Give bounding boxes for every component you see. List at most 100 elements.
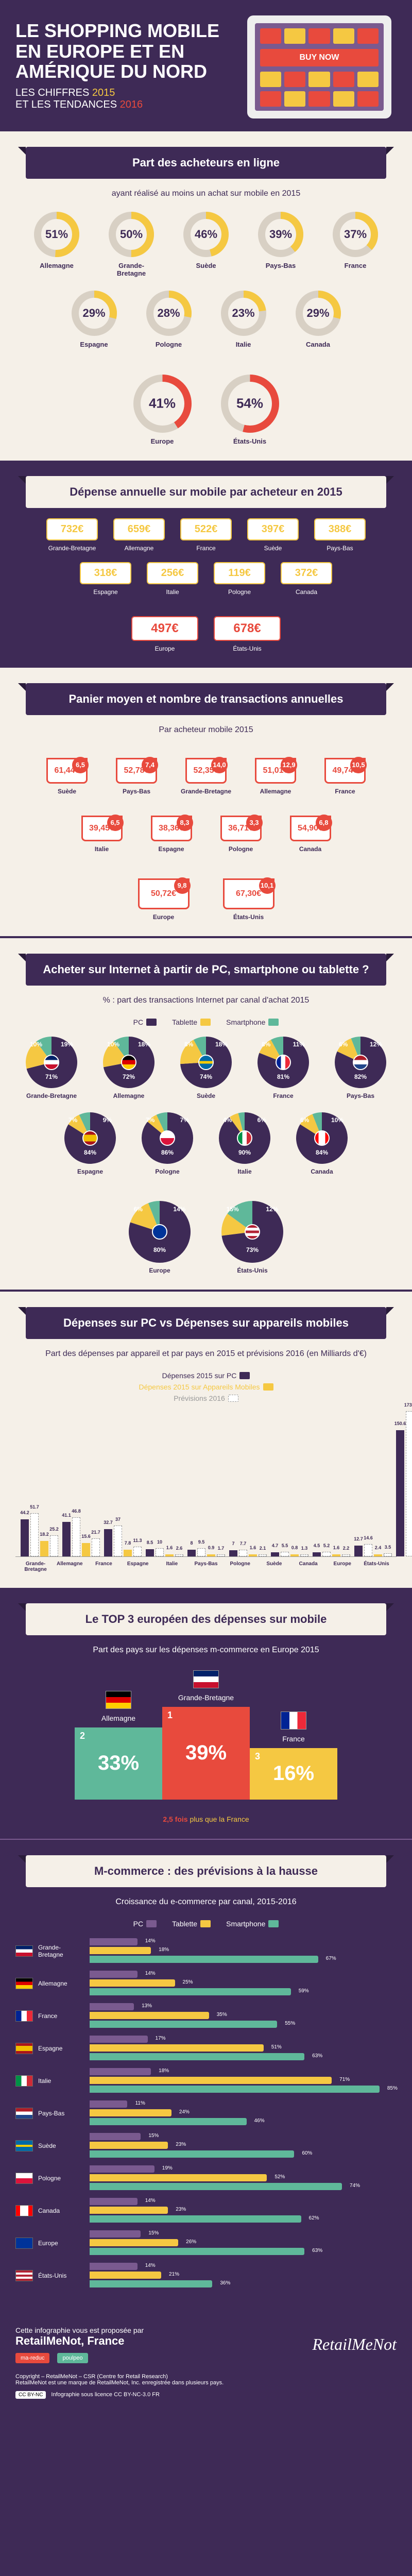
bar-pc: 12.7 [354,1546,363,1556]
growth-row: Canada 14% 23% 62% [15,2198,397,2224]
region-label: Europe [129,437,196,445]
donut-value: 37% [344,228,367,241]
bar-mobile-forecast: 3.5 [384,1553,392,1556]
country-label: Pays-Bas [38,2110,84,2117]
cart-tx-badge: 3,3 [246,815,263,831]
donut-value: 29% [306,307,329,320]
podium-country: France [250,1735,337,1743]
pie-pct-tab: 11% [293,1041,305,1048]
pie-pct-tab: 18% [138,1041,150,1048]
country-label: Canada [38,2207,84,2214]
growth-bar-pc: 19% [90,2165,154,2173]
podium: Allemagne 233% Grande-Bretagne 139% Fran… [15,1670,397,1800]
pie-pct-pc: 72% [123,1073,135,1080]
country-label: Suède [39,788,95,795]
spend-value: 119€ [228,567,250,579]
cart-tx-badge: 6,8 [316,815,332,831]
cart-item: 51,01€12,9Allemagne [247,748,304,795]
country-label: Espagne [59,1168,121,1175]
donut-item-big: 54%États-Unis [216,374,283,445]
flag-icon [15,2270,33,2281]
growth-bar-pc: 14% [90,1971,138,1978]
donut-value: 50% [120,228,143,241]
country-label: Allemagne [98,1092,160,1099]
legend: PC Tablette Smartphone [15,1920,397,1928]
logo-mareduc: ma-reduc [15,2353,49,2363]
growth-bar-tablet: 26% [90,2239,178,2246]
flag-icon [15,2205,33,2216]
spend-item-big: 497€Europe [131,616,198,652]
podium-box: 139% [162,1707,250,1800]
bar-label: États-Unis [362,1561,391,1572]
section-banner: Panier moyen et nombre de transactions a… [26,683,386,715]
growth-bar-pc: 14% [90,2263,138,2270]
growth-bar-pc: 13% [90,2003,134,2010]
growth-row: Suède 15% 23% 60% [15,2133,397,2159]
spend-value: 397€ [262,523,285,535]
donut-value: 51% [45,228,68,241]
donut-value: 23% [232,307,254,320]
pie-pct-pc: 86% [161,1149,174,1156]
country-label: Allemagne [38,1980,84,1987]
bar-group: 8.5 10 1.6 2.6 [146,1413,183,1556]
donut-value: 46% [195,228,217,241]
bar-pc-forecast: 7.7 [239,1550,247,1556]
footer-brand: RetailMeNot, France [15,2334,144,2348]
buy-now-label: BUY NOW [260,49,379,66]
bar-group: 12.7 14.6 2.4 3.5 [354,1413,392,1556]
pie-pct-tab: 14% [173,1206,185,1213]
bar-mobile-forecast: 11.3 [133,1547,142,1556]
country-label: Pays-Bas [314,545,366,552]
growth-grid: Grande-Bretagne 14% 18% 67% Allemagne 14… [15,1938,397,2289]
growth-bar-pc: 14% [90,2198,138,2205]
pie-pct-tab: 9% [103,1116,112,1124]
podium-country: Allemagne [75,1714,162,1722]
country-label: Italie [147,588,198,596]
main-title: LE SHOPPING MOBILE EN EUROPE ET EN AMÉRI… [15,21,247,82]
pie-pct-sm: 6% [339,1041,348,1048]
growth-bar-tablet: 52% [90,2174,267,2181]
country-label: Italie [38,2077,84,2084]
growth-row: Pays-Bas 11% 24% 46% [15,2100,397,2127]
pie-pct-sm: 10% [107,1041,119,1048]
cart-tx-badge: 14,0 [211,757,228,773]
spend-value: 732€ [61,523,84,535]
country-label: États-Unis [214,1267,291,1274]
growth-bar-smartphone: 67% [90,1956,318,1963]
country-label: Canada [291,341,345,348]
country-label: Pologne [214,588,265,596]
country-label: Europe [38,2240,84,2247]
spend-grid: 732€Grande-Bretagne659€Allemagne522€Fran… [15,518,397,652]
country-label: Pologne [38,2175,84,2182]
country-label: Pologne [142,341,196,348]
country-label: Espagne [143,845,200,853]
pie-pct-tab: 12% [370,1041,382,1048]
pie-item: 15%12%73%États-Unis [214,1201,291,1274]
podium-rank: 2 [80,1731,85,1741]
footer: Cette infographie vous est proposée par … [0,2311,412,2414]
bar-label: Espagne [123,1561,153,1572]
pie-item: 7%9%84%Espagne [59,1112,121,1175]
section-banner: Dépense annuelle sur mobile par acheteur… [26,476,386,508]
growth-bar-tablet: 51% [90,2044,264,2052]
growth-bar-pc: 15% [90,2133,141,2140]
legend: Dépenses 2015 sur PC Dépenses 2015 sur A… [15,1371,397,1402]
bar-pc: 8 [187,1550,196,1556]
bar-pc: 4.7 [271,1552,279,1556]
cart-item: 39,45€6,5Italie [74,805,130,853]
bar-pc: 8.5 [146,1549,154,1556]
bar-labels: Grande-BretagneAllemagneFranceEspagneIta… [15,1557,397,1572]
growth-row: Europe 15% 26% 63% [15,2230,397,2257]
country-label: Suède [38,2142,84,2149]
bar-pc: 7 [229,1550,237,1556]
cart-item: 36,71€3,3Pologne [213,805,269,853]
flag-icon [15,2108,33,2119]
section-banner: Part des acheteurs en ligne [26,147,386,179]
bar-pc-forecast: 5.2 [322,1552,331,1556]
growth-row: Espagne 17% 51% 63% [15,2036,397,2062]
growth-bar-pc: 15% [90,2230,141,2238]
country-label: Grande-Bretagne [21,1092,82,1099]
bar-chart: 44.2 51.7 18.2 25.2 41.1 46.8 15.6 21.7 … [15,1413,397,1557]
spend-value: 522€ [195,523,218,535]
growth-row: Pologne 19% 52% 74% [15,2165,397,2192]
